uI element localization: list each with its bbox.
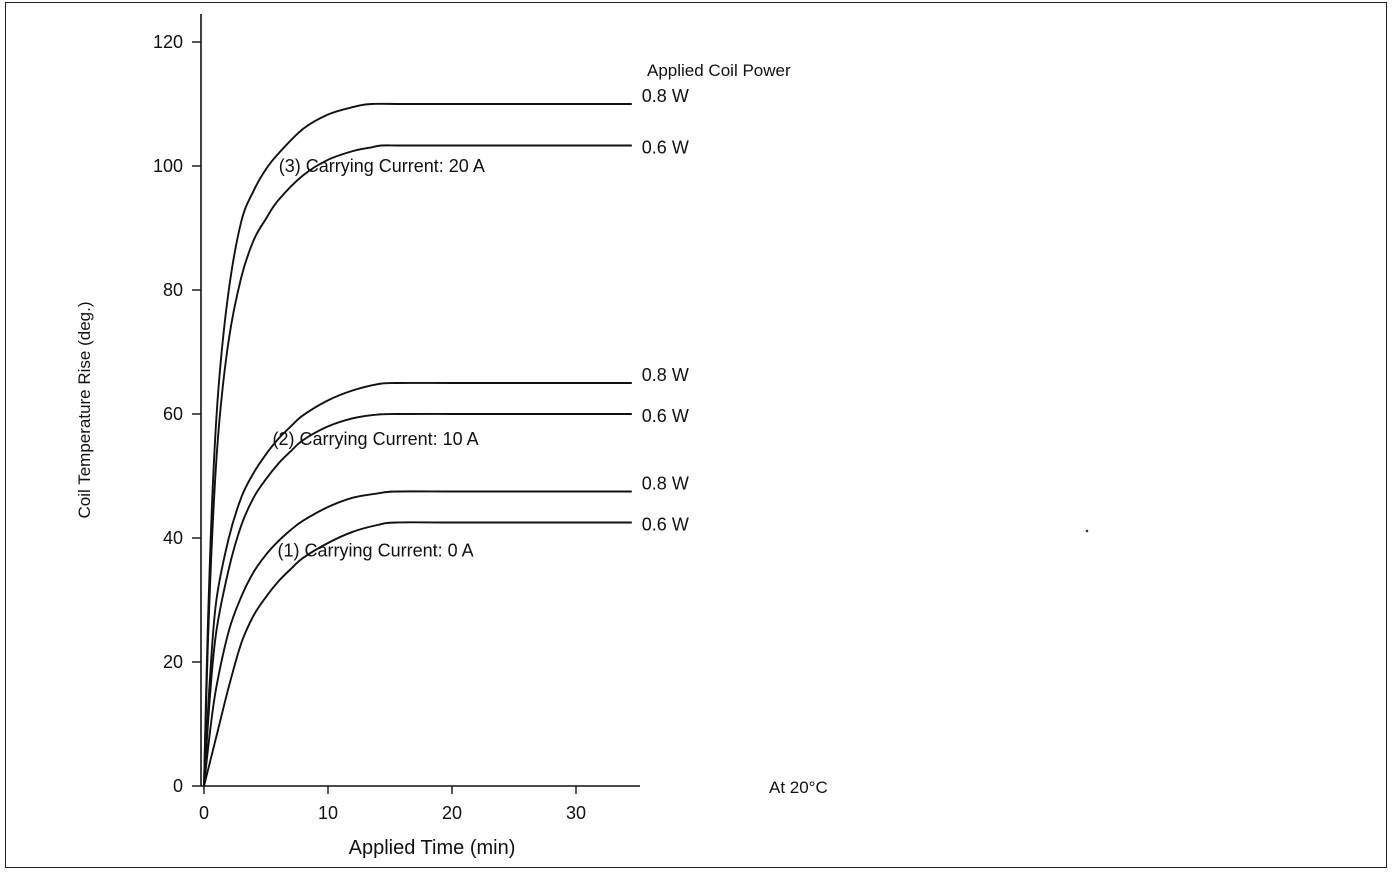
series-line [203,381,632,787]
series-line [203,413,632,787]
x-tick-label: 20 [442,803,462,823]
series-end-label: 0.6 W [642,138,689,158]
temperature-note: At 20°C [769,778,828,797]
group-label: (3) Carrying Current: 20 A [279,156,485,176]
chart-frame [5,2,1387,868]
series-end-label: 0.6 W [642,406,689,426]
y-tick-label: 0 [173,776,183,796]
y-tick-label: 60 [163,404,183,424]
axis-ticks: 0 20 40 60 80 100 120 0 10 20 30 [153,32,586,823]
legend-title: Applied Coil Power [647,61,791,80]
y-tick-label: 40 [163,528,183,548]
y-axis-label: Coil Temperature Rise (deg.) [75,302,94,519]
series-end-label: 0.8 W [642,365,689,385]
stray-dot [1085,529,1089,533]
series-line [203,102,632,787]
series-labels: 0.8 W 0.6 W 0.8 W 0.6 W 0.8 W 0.6 W (3) Carryi… [273,86,689,561]
series-line [203,144,632,787]
series-lines [203,102,632,787]
axes [200,14,640,787]
y-tick-label: 80 [163,280,183,300]
series-end-label: 0.6 W [642,515,689,535]
y-tick-label: 20 [163,652,183,672]
y-tick-label: 120 [153,32,183,52]
x-tick-label: 10 [318,803,338,823]
x-tick-label: 0 [199,803,209,823]
y-tick-label: 100 [153,156,183,176]
series-end-label: 0.8 W [642,86,689,106]
series-line [203,490,632,787]
x-tick-label: 30 [566,803,586,823]
series-line [203,521,632,787]
group-label: (2) Carrying Current: 10 A [273,429,479,449]
group-label: (1) Carrying Current: 0 A [278,541,474,561]
x-axis-label: Applied Time (min) [349,837,516,859]
series-end-label: 0.8 W [642,474,689,494]
